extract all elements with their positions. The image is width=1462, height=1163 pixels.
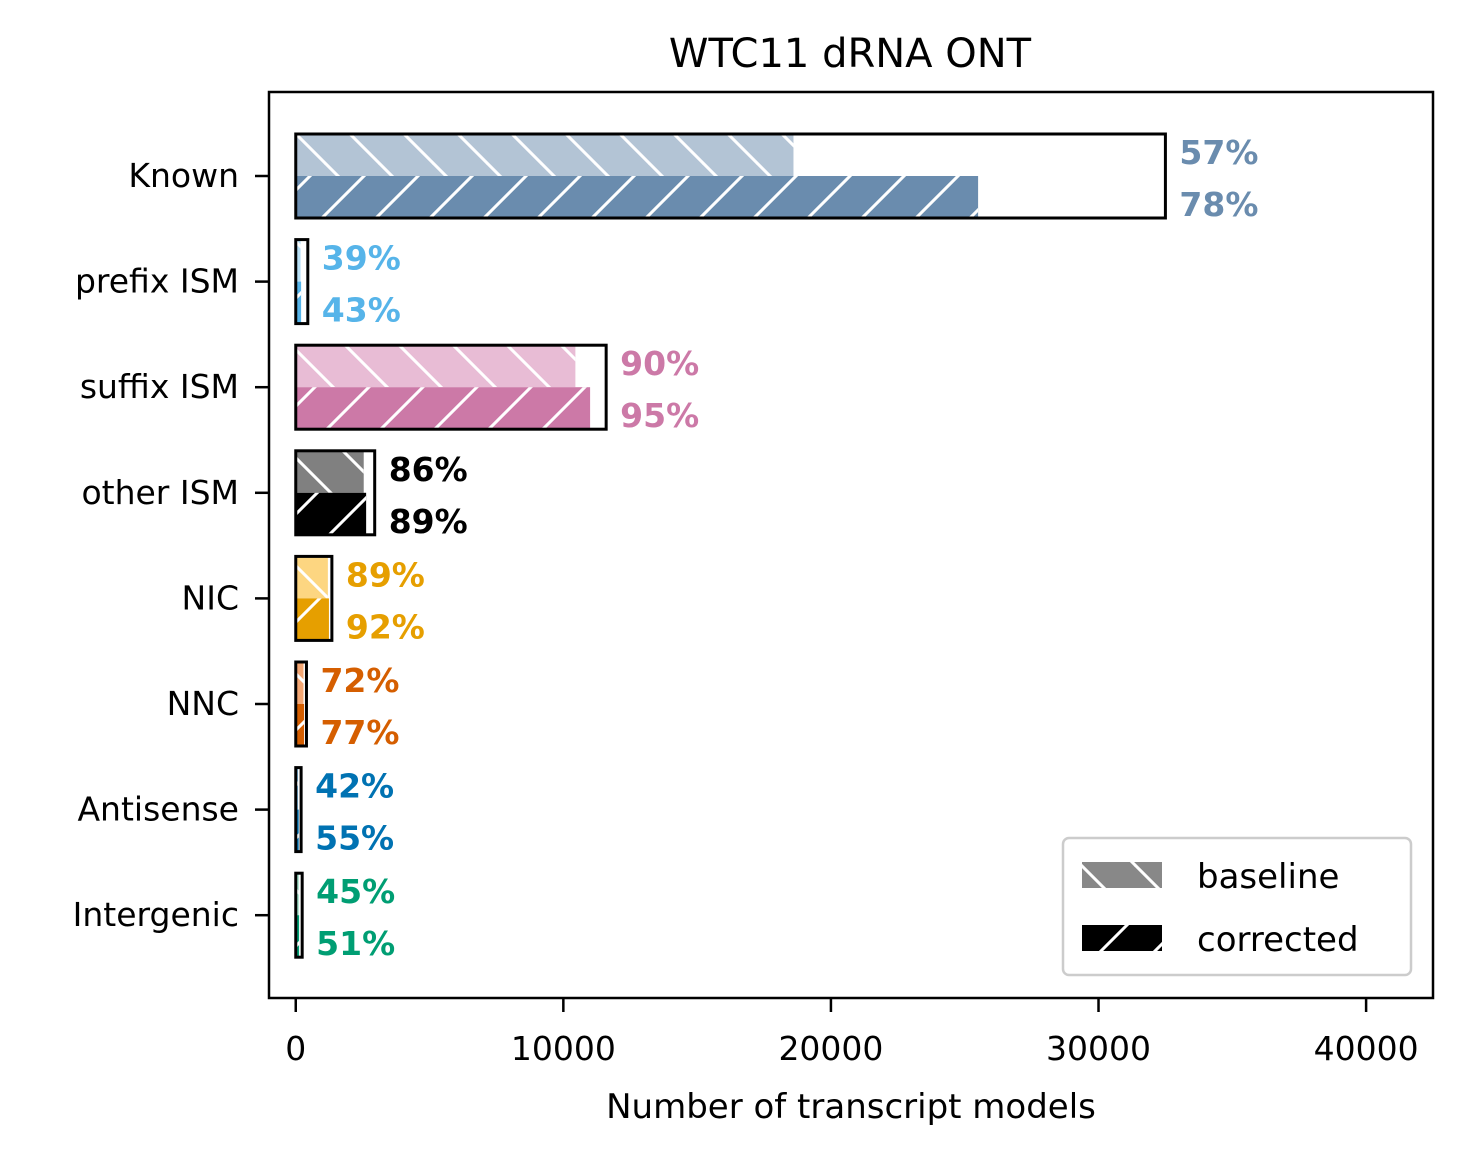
- x-tick-label-20000: 20000: [778, 1029, 883, 1068]
- x-tick-label-0: 0: [285, 1029, 306, 1068]
- bar-corrected-hatch-prefix-ism: [295, 281, 302, 324]
- legend-entry-baseline: baseline: [1082, 857, 1339, 897]
- x-tick-label-30000: 30000: [1046, 1029, 1151, 1068]
- bar-corrected-hatch-intergenic: [295, 915, 300, 958]
- y-tick-label-known: Known: [128, 156, 239, 195]
- pct-label-corrected-suffix-ism: 95%: [620, 396, 699, 435]
- x-axis: 0 10000 20000 30000 40000: [285, 998, 1419, 1068]
- legend-entry-corrected: corrected: [1082, 920, 1359, 960]
- bar-corrected-hatch-suffix-ism: [295, 387, 591, 430]
- y-tick-label-nnc: NNC: [167, 684, 239, 723]
- y-tick-label-nic: NIC: [182, 578, 239, 617]
- bar-total-outline-suffix-ism: [294, 343, 608, 431]
- bar-total-outline-nic: [294, 554, 334, 642]
- y-tick-label-antisense: Antisense: [77, 790, 239, 829]
- pct-label-corrected-intergenic: 51%: [316, 924, 395, 963]
- legend-swatch-corrected-hatch: [1082, 925, 1162, 951]
- y-axis: Known prefix ISM suffix ISM other ISM NIC NNC…: [73, 156, 269, 934]
- pct-label-baseline-nnc: 72%: [320, 661, 399, 700]
- legend-swatch-baseline-hatch: [1082, 862, 1162, 888]
- x-tick-label-10000: 10000: [511, 1029, 616, 1068]
- bar-corrected-hatch-nic: [295, 598, 329, 641]
- pct-label-baseline-prefix-ism: 39%: [322, 239, 401, 278]
- bar-corrected-hatch-other-ism: [295, 492, 367, 535]
- legend-label-baseline: baseline: [1197, 857, 1339, 897]
- pct-label-corrected-nic: 92%: [346, 607, 425, 646]
- bar-corrected-hatch-nnc: [295, 704, 305, 746]
- x-axis-label: Number of transcript models: [606, 1087, 1096, 1127]
- pct-label-corrected-nnc: 77%: [320, 713, 399, 752]
- bar-baseline-hatch-nnc: [295, 662, 304, 704]
- plot-frame: [267, 90, 1435, 1000]
- bar-baseline-hatch-known: [295, 134, 794, 176]
- y-tick-label-prefix-ism: prefix ISM: [75, 262, 239, 301]
- pct-label-corrected-other-ism: 89%: [389, 502, 468, 541]
- pct-label-baseline-suffix-ism: 90%: [620, 344, 699, 383]
- y-tick-label-suffix-ism: suffix ISM: [80, 367, 239, 406]
- pct-label-baseline-intergenic: 45%: [316, 872, 395, 911]
- bar-total-outline-prefix-ism: [294, 238, 310, 326]
- pct-label-corrected-prefix-ism: 43%: [322, 291, 401, 330]
- pct-label-corrected-antisense: 55%: [315, 819, 394, 858]
- bar-baseline-hatch-prefix-ism: [295, 239, 301, 282]
- legend: baseline corrected: [1061, 836, 1413, 977]
- pct-label-baseline-known: 57%: [1179, 133, 1258, 172]
- bar-total-outline-other-ism: [294, 449, 377, 537]
- pct-label-corrected-known: 78%: [1179, 185, 1258, 224]
- x-tick-label-40000: 40000: [1314, 1029, 1419, 1068]
- bar-baseline-hatch-suffix-ism: [295, 345, 576, 388]
- legend-label-corrected: corrected: [1197, 920, 1359, 960]
- bar-baseline-hatch-other-ism: [295, 450, 364, 493]
- pct-label-baseline-antisense: 42%: [315, 767, 394, 806]
- bar-total-outline-nnc: [294, 660, 308, 748]
- pct-label-baseline-other-ism: 86%: [389, 450, 468, 489]
- chart-title: WTC11 dRNA ONT: [669, 31, 1032, 77]
- bar-total-outline-antisense: [294, 766, 303, 854]
- bar-corrected-hatch-known: [295, 176, 979, 218]
- bar-total-outline-known: [294, 132, 1167, 220]
- bar-total-outline-intergenic: [294, 871, 304, 959]
- bars-layer: [294, 132, 1167, 959]
- y-tick-label-intergenic: Intergenic: [73, 895, 239, 934]
- percent-labels-layer: 57% 78% 39% 43% 90% 95% 86% 89% 89% 92% 72% 77% 42% 5…: [315, 133, 1258, 963]
- bar-baseline-hatch-nic: [295, 556, 328, 599]
- y-tick-label-other-ism: other ISM: [81, 473, 239, 512]
- pct-label-baseline-nic: 89%: [346, 555, 425, 594]
